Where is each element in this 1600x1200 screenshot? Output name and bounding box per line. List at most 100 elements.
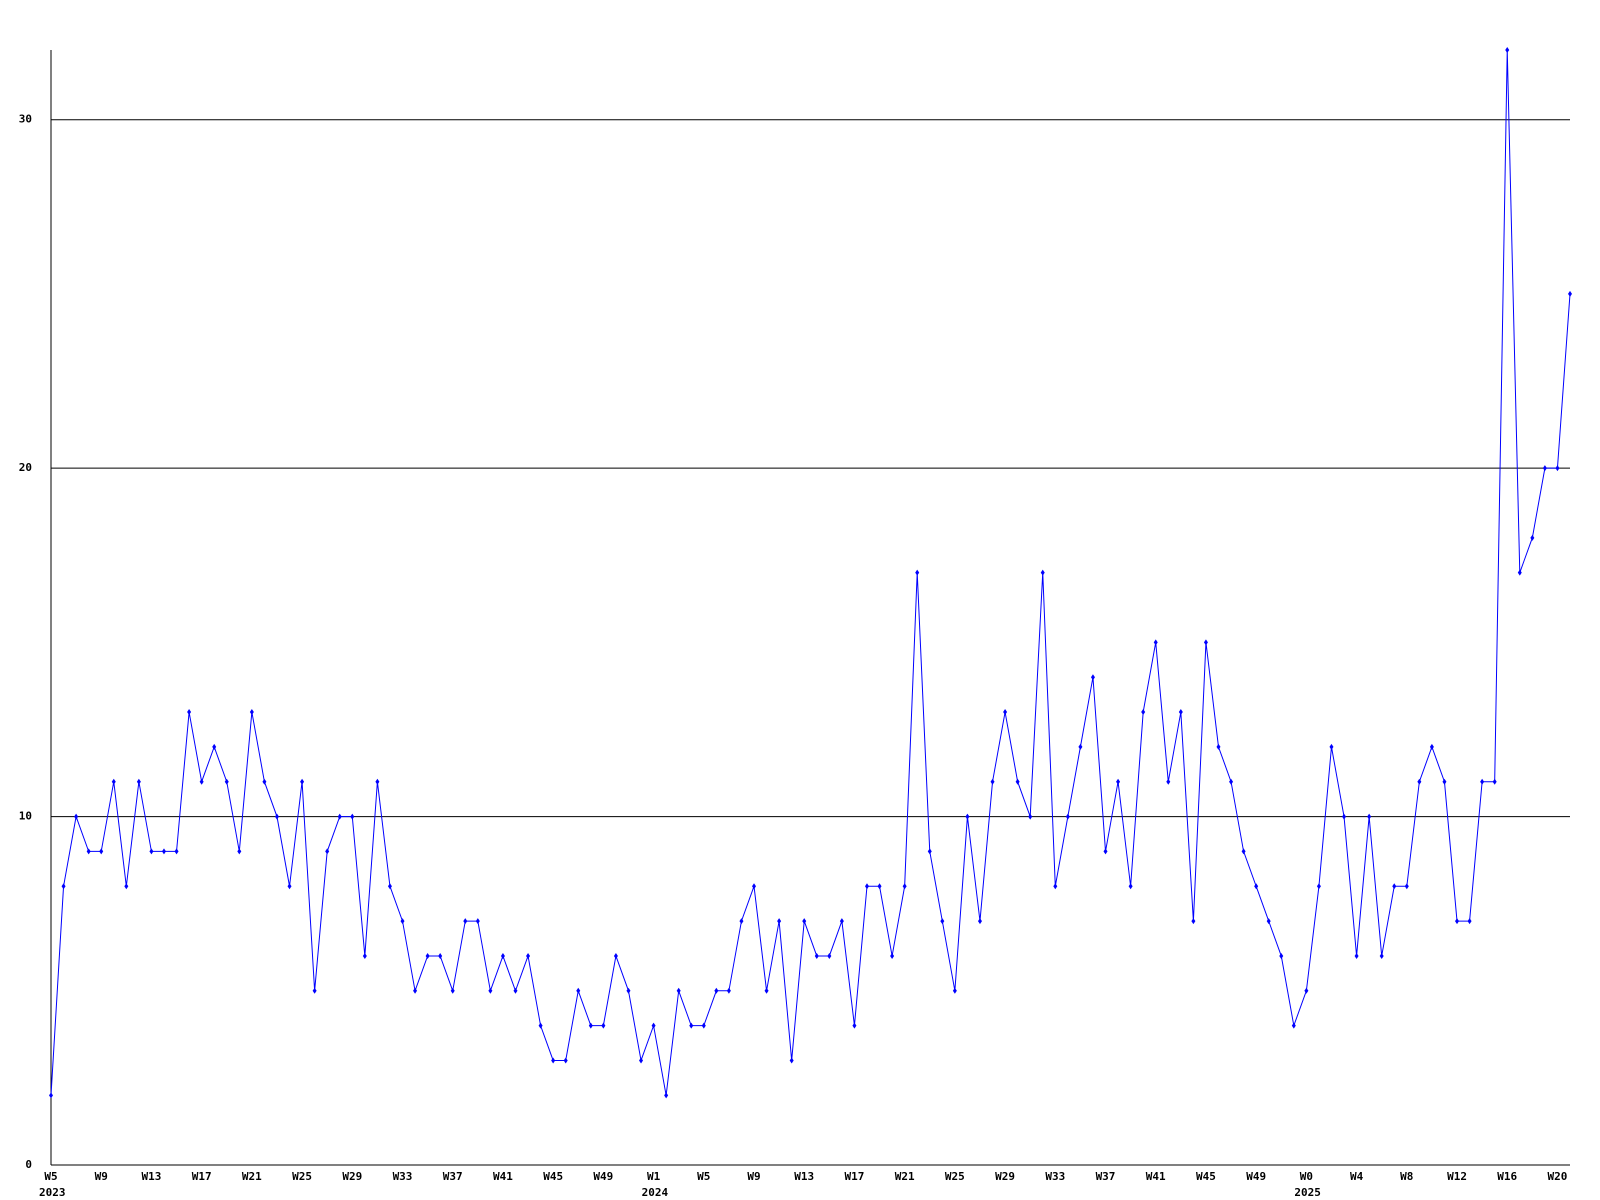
- data-point: [350, 813, 355, 820]
- data-point: [864, 883, 869, 890]
- data-point: [513, 987, 518, 994]
- y-tick-label: 10: [19, 810, 32, 823]
- data-point: [463, 918, 468, 925]
- x-tick-label: W9: [747, 1170, 760, 1183]
- data-point: [877, 883, 882, 890]
- data-point: [852, 1022, 857, 1029]
- data-point: [1480, 778, 1485, 785]
- y-tick-label: 20: [19, 461, 32, 474]
- data-point: [1241, 848, 1246, 855]
- data-point: [49, 1092, 53, 1099]
- y-tick-label: 30: [19, 113, 32, 126]
- data-point: [1379, 952, 1384, 959]
- data-point: [1555, 465, 1560, 472]
- data-point: [149, 848, 154, 855]
- x-tick-label: W17: [845, 1170, 865, 1183]
- x-tick-label: W5: [697, 1170, 710, 1183]
- x-tick-label: W45: [543, 1170, 563, 1183]
- x-tick-label: W29: [995, 1170, 1015, 1183]
- data-point: [701, 1022, 706, 1029]
- data-point: [86, 848, 91, 855]
- x-tick-label: W5: [44, 1170, 57, 1183]
- data-point: [563, 1057, 568, 1064]
- x-tick-label: W9: [95, 1170, 108, 1183]
- data-point: [413, 987, 418, 994]
- x-tick-label: W12: [1447, 1170, 1467, 1183]
- data-point: [902, 883, 907, 890]
- data-point: [777, 918, 782, 925]
- data-point: [739, 918, 744, 925]
- data-point: [1392, 883, 1397, 890]
- year-label: 2024: [642, 1186, 669, 1199]
- data-point: [1065, 813, 1070, 820]
- data-point: [1128, 883, 1133, 890]
- data-point: [1003, 709, 1008, 716]
- data-point: [752, 883, 757, 890]
- data-point: [1429, 743, 1434, 750]
- x-tick-label: W16: [1497, 1170, 1517, 1183]
- data-point: [601, 1022, 606, 1029]
- data-point: [639, 1057, 644, 1064]
- data-point: [212, 743, 217, 750]
- data-point: [1367, 813, 1372, 820]
- data-point: [475, 918, 480, 925]
- data-point: [689, 1022, 694, 1029]
- data-point: [375, 778, 380, 785]
- data-point: [1492, 778, 1497, 785]
- data-point: [1178, 709, 1183, 716]
- data-point: [425, 952, 430, 959]
- data-point: [952, 987, 957, 994]
- data-point: [1354, 952, 1359, 959]
- data-point: [940, 918, 945, 925]
- data-point: [1191, 918, 1196, 925]
- data-point: [1417, 778, 1422, 785]
- data-point: [1404, 883, 1409, 890]
- data-point: [1266, 918, 1271, 925]
- data-point: [224, 778, 229, 785]
- x-tick-label: W25: [945, 1170, 965, 1183]
- data-point: [526, 952, 531, 959]
- data-point: [827, 952, 832, 959]
- data-point: [287, 883, 292, 890]
- data-point: [1015, 778, 1020, 785]
- data-point: [1342, 813, 1347, 820]
- y-tick-label: 0: [25, 1158, 32, 1171]
- data-point: [400, 918, 405, 925]
- x-tick-label: W49: [593, 1170, 613, 1183]
- x-tick-label: W49: [1246, 1170, 1266, 1183]
- x-tick-label: W13: [794, 1170, 814, 1183]
- x-tick-label: W45: [1196, 1170, 1216, 1183]
- data-point: [1442, 778, 1447, 785]
- data-point: [890, 952, 895, 959]
- x-tick-label: W21: [242, 1170, 262, 1183]
- x-tick-label: W0: [1300, 1170, 1313, 1183]
- data-point: [161, 848, 166, 855]
- x-tick-label: W33: [1045, 1170, 1065, 1183]
- x-tick-label: W21: [895, 1170, 915, 1183]
- x-tick-label: W37: [443, 1170, 463, 1183]
- data-point: [1166, 778, 1171, 785]
- data-point: [111, 778, 116, 785]
- x-tick-label: W33: [393, 1170, 413, 1183]
- data-point: [1053, 883, 1058, 890]
- year-label: 2025: [1294, 1186, 1321, 1199]
- data-point: [1216, 743, 1221, 750]
- data-point: [1279, 952, 1284, 959]
- data-point: [99, 848, 104, 855]
- data-point: [1455, 918, 1460, 925]
- data-point: [789, 1057, 794, 1064]
- data-point: [1203, 639, 1208, 646]
- data-point: [1505, 47, 1510, 53]
- data-point: [1291, 1022, 1296, 1029]
- data-point: [74, 813, 79, 820]
- data-point: [714, 987, 719, 994]
- data-point: [262, 778, 267, 785]
- x-tick-label: W41: [1146, 1170, 1166, 1183]
- x-tick-label: W1: [647, 1170, 661, 1183]
- data-point: [664, 1092, 669, 1099]
- x-tick-label: W17: [192, 1170, 212, 1183]
- data-point: [1153, 639, 1158, 646]
- data-point: [136, 778, 141, 785]
- data-point: [1467, 918, 1472, 925]
- data-point: [965, 813, 970, 820]
